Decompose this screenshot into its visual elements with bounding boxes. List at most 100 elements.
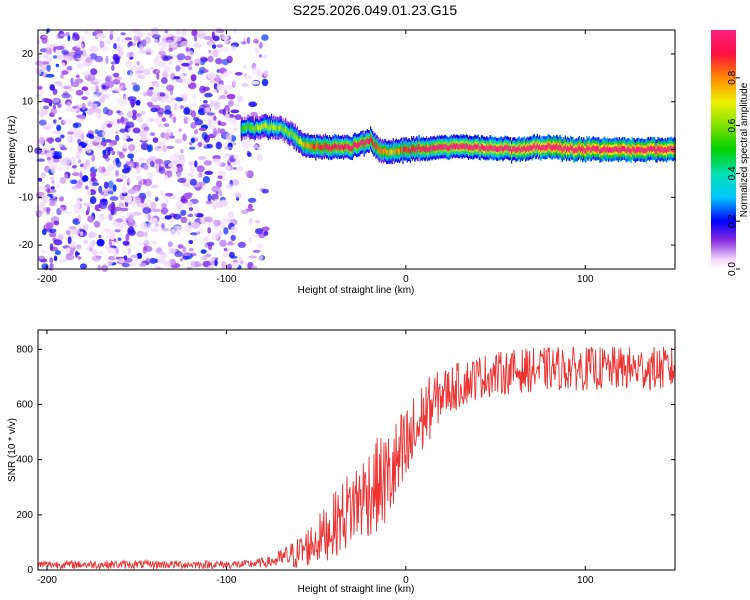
noise-blob [71,33,80,42]
noise-blob [102,46,108,51]
noise-blob [101,264,109,272]
noise-blob [53,119,57,124]
noise-blob [92,249,97,256]
ridge-cell [572,146,574,152]
ridge-cell [396,149,399,155]
ridge-cell [310,143,312,149]
ridge-cell [601,147,603,154]
noise-blob [193,129,199,135]
noise-blob [197,141,203,148]
ridge-cell [268,124,271,130]
ridge-cell [508,146,511,152]
noise-blob [237,241,246,248]
noise-blob [152,240,157,245]
noise-blob [55,49,61,55]
noise-blob [207,193,212,202]
noise-blob [113,43,117,50]
noise-blob [52,192,57,199]
noise-blob [82,70,91,76]
noise-blob [195,213,204,218]
noise-blob [105,109,114,116]
noise-blob [241,82,249,87]
noise-blob [103,181,109,189]
noise-blob [246,36,251,45]
ridge-cell [344,143,346,149]
noise-blob [212,89,217,94]
noise-blob [109,196,119,201]
noise-blob [149,67,155,71]
noise-blob [91,85,96,93]
noise-blob [115,247,119,254]
noise-blob [232,167,237,170]
noise-blob [127,153,135,159]
ridge-cell [411,146,414,153]
ridge-cell [420,146,422,152]
noise-blob [79,231,84,236]
noise-blob [182,133,187,142]
noise-blob [233,154,239,160]
y-tick-label: 800 [16,344,33,355]
noise-blob [151,27,160,35]
noise-blob [172,115,177,124]
noise-blob [248,236,252,244]
noise-blob [75,244,82,250]
ridge-cell [644,147,646,154]
ridge-cell [421,146,423,153]
ridge-cell [253,127,255,134]
noise-blob [105,92,111,100]
ridge-cell [653,145,655,152]
ridge-cell [416,144,418,151]
noise-blob [244,171,249,175]
noise-blob [174,138,183,144]
noise-blob [162,144,168,153]
noise-blob [147,213,151,222]
ridge-cell [673,145,675,152]
ridge-cell [663,147,666,153]
ridge-cell [432,145,434,151]
ridge-cell [284,126,287,132]
noise-blob [164,55,173,60]
noise-blob [36,158,46,162]
ridge-cell [397,148,400,154]
noise-blob [61,62,66,68]
noise-blob [201,132,208,140]
noise-blob [107,164,115,172]
noise-blob [46,57,53,63]
noise-blob [225,132,233,141]
ridge-cell [444,143,446,150]
noise-blob [109,33,114,41]
ridge-cell [548,143,550,149]
noise-blob [81,86,89,91]
noise-blob [141,39,147,47]
noise-blob [118,258,125,263]
ridge-cell [314,143,316,149]
spectrogram-ridge [240,113,676,165]
noise-blob [210,99,213,108]
ridge-cell [415,146,417,152]
noise-blob [81,102,86,111]
ridge-cell [375,145,377,151]
noise-blob [207,227,212,234]
ridge-cell [669,146,671,152]
noise-blob [205,200,213,205]
noise-blob [55,45,65,51]
ridge-cell [612,147,614,153]
ridge-cell [329,143,331,150]
noise-blob [96,112,102,119]
y-tick-label: 10 [22,97,34,108]
noise-blob [224,153,232,157]
noise-blob [243,64,247,69]
noise-blob [73,208,80,214]
noise-blob [104,245,111,250]
ridge-cell [626,148,628,154]
noise-blob [198,227,204,234]
noise-blob [123,257,133,263]
ridge-cell [551,145,554,151]
noise-blob [168,47,173,52]
ridge-cell [589,147,591,153]
noise-blob [128,144,136,152]
noise-blob [165,198,169,206]
ridge-cell [491,145,493,151]
noise-blob [169,154,179,162]
noise-blob [56,183,61,190]
